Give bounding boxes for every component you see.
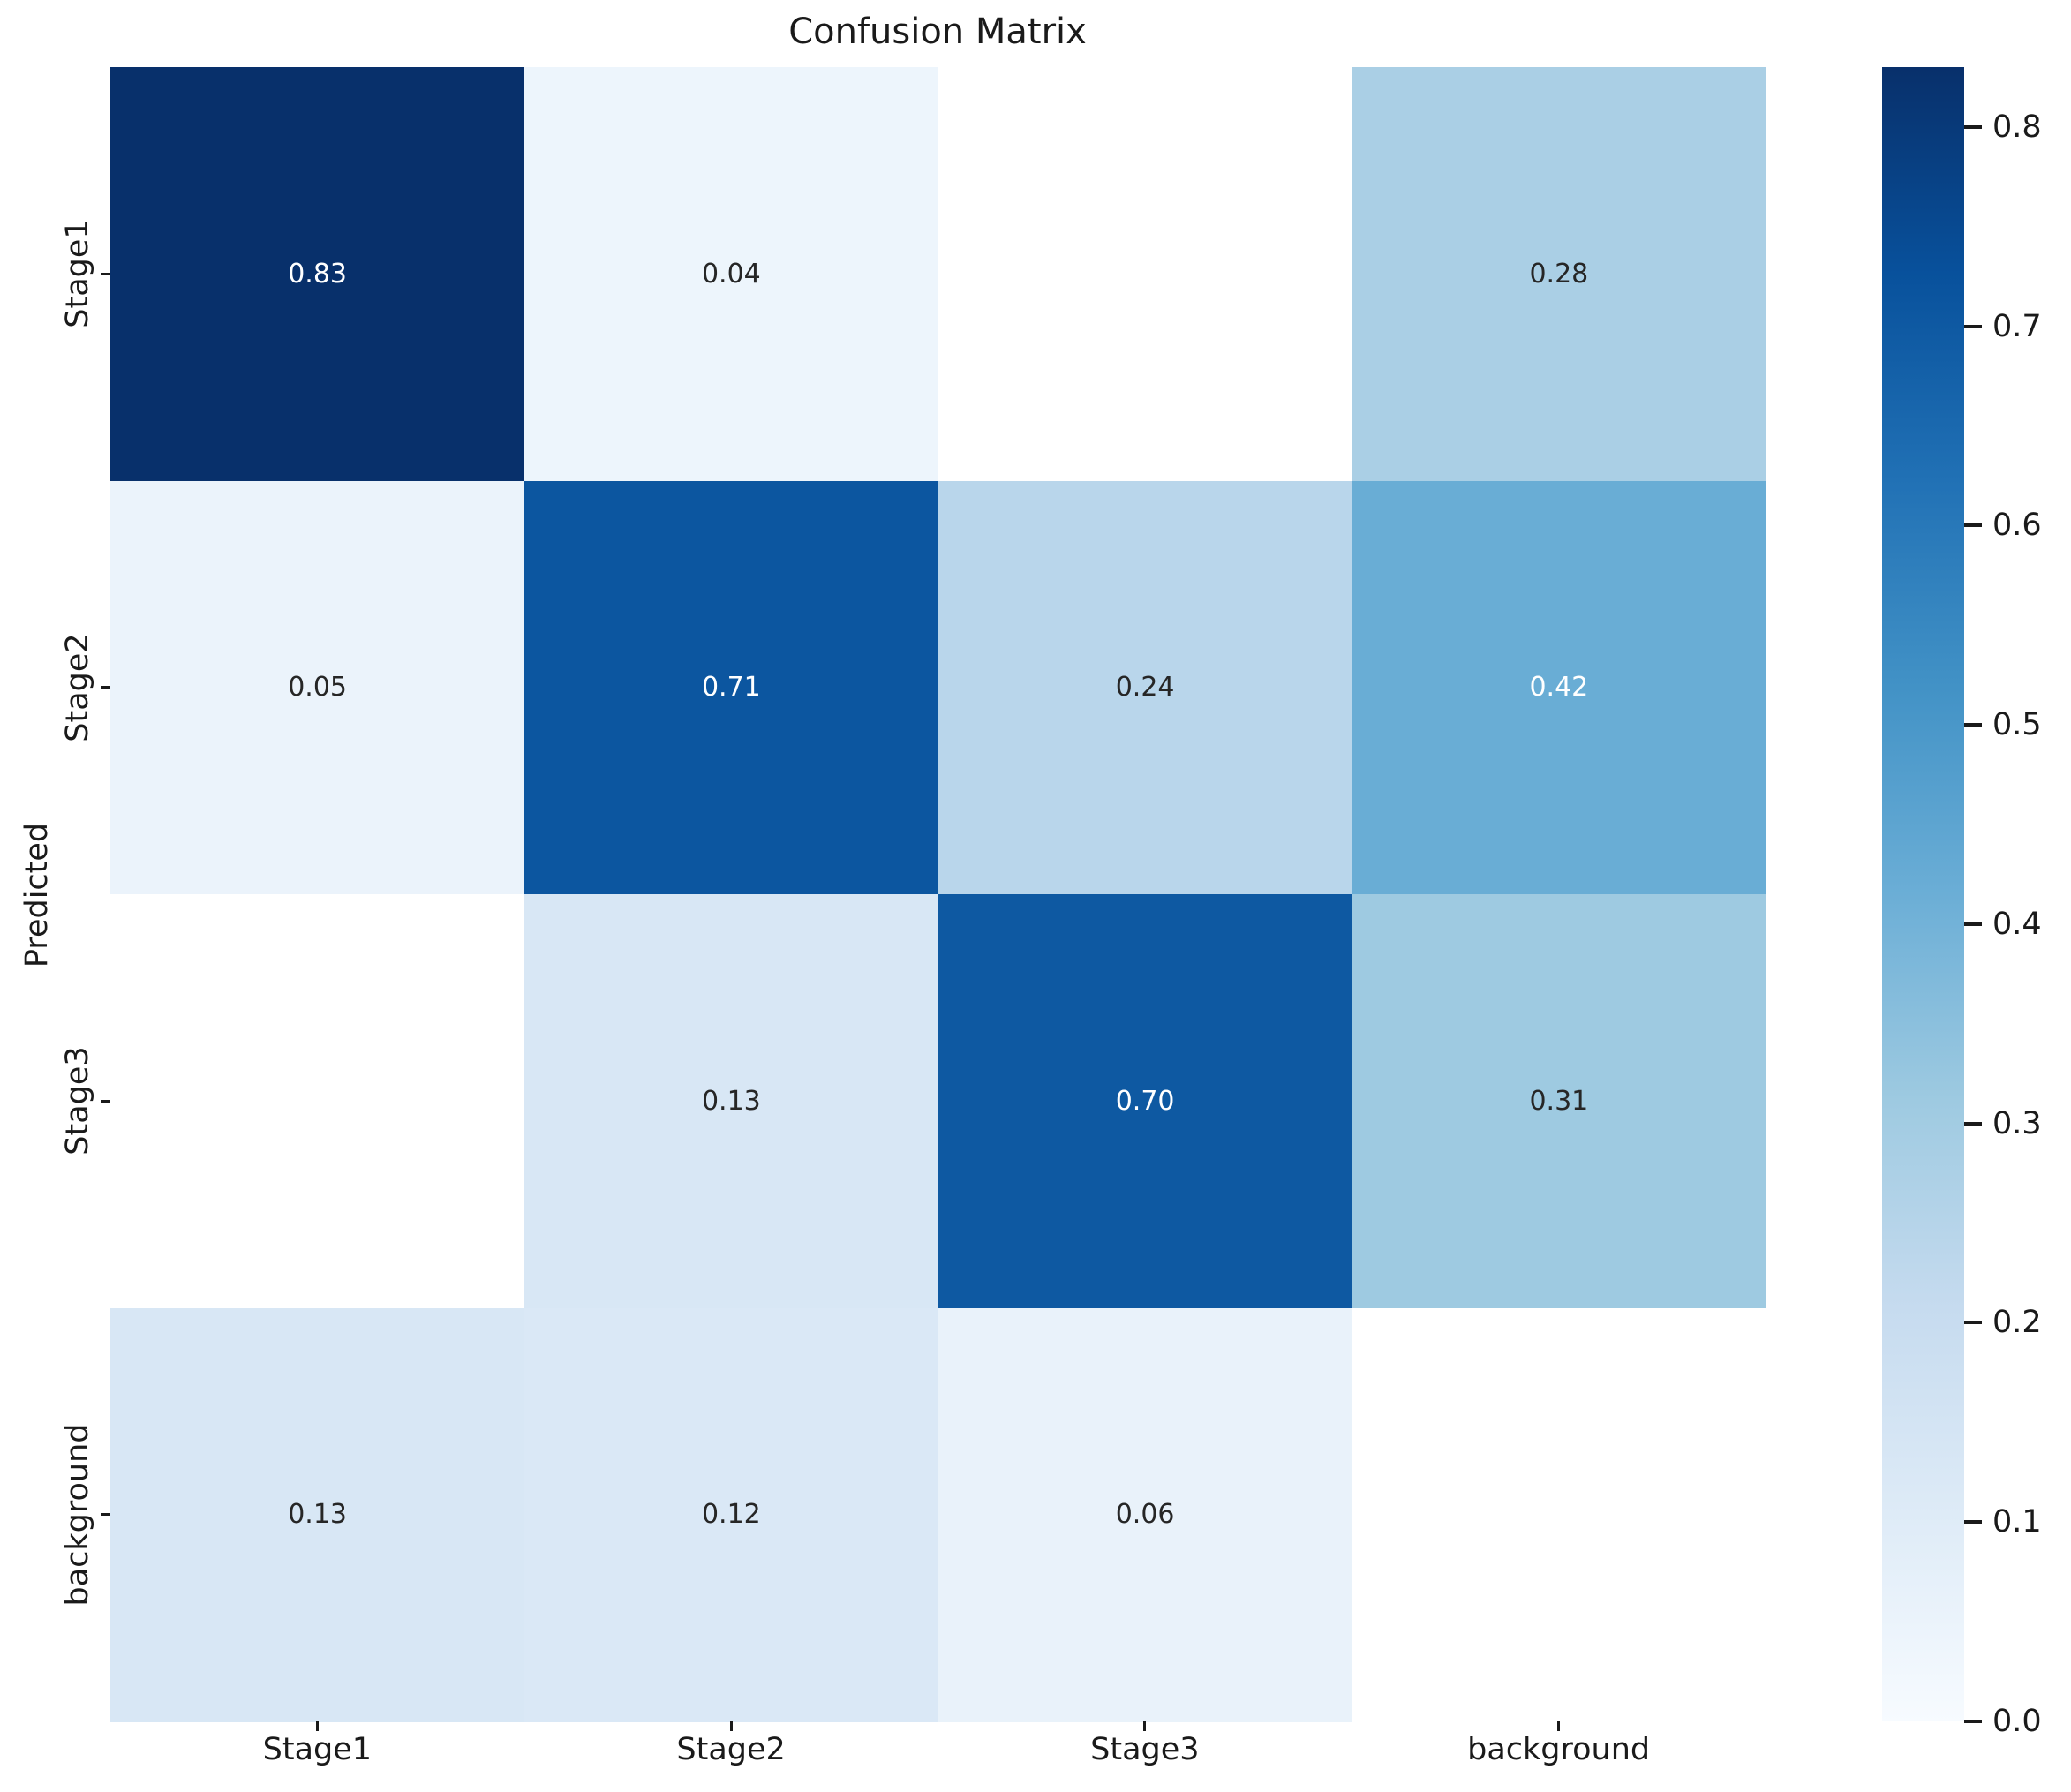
cell-value: 0.70 (1115, 1085, 1175, 1117)
x-tick-label: background (1467, 1732, 1651, 1767)
colorbar-tick-label: 0.6 (1992, 508, 2042, 544)
heatmap-cell: 0.42 (1352, 480, 1766, 895)
x-tick-mark (315, 1721, 319, 1731)
cell-value: 0.13 (288, 1499, 348, 1530)
cell-value: 0.24 (1115, 672, 1175, 703)
colorbar-tick-label: 0.4 (1992, 906, 2042, 942)
colorbar-tick-mark (1964, 1720, 1982, 1723)
cell-value: 0.83 (288, 258, 348, 290)
colorbar-tick-mark (1964, 922, 1982, 926)
x-tick-mark (1143, 1721, 1147, 1731)
heatmap-cell: 0.28 (1352, 67, 1766, 481)
x-tick-mark (729, 1721, 733, 1731)
colorbar-tick-mark (1964, 1121, 1982, 1126)
colorbar-tick-mark (1964, 324, 1982, 328)
cell-value: 0.05 (288, 672, 348, 703)
x-tick-label: Stage3 (1090, 1732, 1200, 1767)
colorbar-tick-label: 0.5 (1992, 707, 2042, 743)
colorbar-gradient (1882, 67, 1964, 1721)
heatmap-cell: 0.04 (523, 67, 938, 481)
heatmap-cell: 0.31 (1352, 894, 1766, 1308)
cell-value: 0.31 (1529, 1085, 1589, 1117)
colorbar-tick-label: 0.2 (1992, 1305, 2042, 1341)
colorbar-tick-mark (1964, 1321, 1982, 1325)
cell-value: 0.28 (1529, 258, 1589, 290)
y-tick-label: Stage1 (60, 219, 95, 328)
colorbar-tick-mark (1964, 124, 1982, 129)
colorbar-tick-label: 0.7 (1992, 308, 2042, 344)
heatmap-cell: 0.83 (110, 67, 525, 481)
y-tick-mark (101, 1099, 110, 1103)
cell-value: 0.13 (701, 1085, 761, 1117)
cell-value: 0.42 (1529, 672, 1589, 703)
y-tick-mark (101, 1513, 110, 1517)
x-tick-label: Stage2 (676, 1732, 786, 1767)
colorbar-tick-mark (1964, 723, 1982, 727)
cell-value: 0.12 (701, 1499, 761, 1530)
colorbar-tick-label: 0.3 (1992, 1105, 2042, 1141)
colorbar-tick-mark (1964, 523, 1982, 528)
x-tick-label: Stage1 (262, 1732, 373, 1767)
heatmap-cell: 0.24 (938, 480, 1352, 895)
heatmap-cell: 0.06 (938, 1307, 1352, 1722)
x-tick-mark (1557, 1721, 1561, 1731)
heatmap-cell: 0.05 (110, 480, 525, 895)
colorbar-tick-label: 0.8 (1992, 109, 2042, 145)
colorbar-tick-label: 0.1 (1992, 1504, 2042, 1540)
y-tick-label: Stage3 (60, 1046, 95, 1156)
heatmap-cell: 0.12 (523, 1307, 938, 1722)
y-tick-label: background (60, 1423, 95, 1607)
heatmap-cell (1352, 1307, 1766, 1722)
cell-value: 0.06 (1115, 1499, 1175, 1530)
y-tick-mark (101, 686, 110, 689)
colorbar-tick-label: 0.0 (1992, 1704, 2042, 1739)
heatmap-cell: 0.13 (523, 894, 938, 1308)
chart-title: Confusion Matrix (788, 11, 1087, 52)
heatmap: 0.83 0.04 0.28 0.05 0.71 0.24 0.42 0.13 0.70 0.31… (110, 67, 1766, 1722)
y-tick-label: Stage2 (60, 633, 95, 742)
heatmap-cell (938, 67, 1352, 481)
heatmap-cell: 0.13 (110, 1307, 525, 1722)
heatmap-cell: 0.71 (523, 480, 938, 895)
colorbar-tick-mark (1964, 1520, 1982, 1525)
heatmap-cell: 0.70 (938, 894, 1352, 1308)
y-tick-mark (101, 272, 110, 275)
cell-value: 0.71 (701, 672, 761, 703)
cell-value: 0.04 (701, 258, 761, 290)
y-axis-label: Predicted (19, 822, 55, 968)
heatmap-cell (110, 894, 525, 1308)
